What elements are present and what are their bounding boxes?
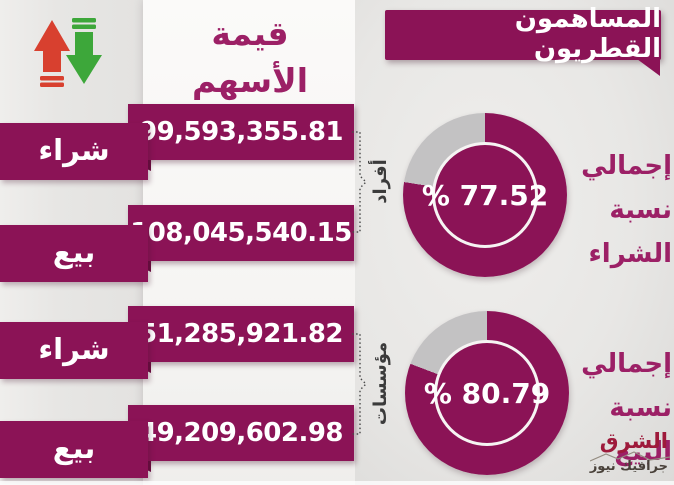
- section-banner: المساهمون القطريون: [385, 4, 661, 64]
- donut-chart-buy-percentage: % 77.52: [403, 113, 567, 277]
- buy-sell-arrows-icon: [34, 18, 102, 87]
- publisher-logo: الشرق: [599, 429, 668, 453]
- label-individuals-sell: بيع: [52, 234, 96, 269]
- value-institutions-sell: 49,209,602.98: [138, 418, 344, 448]
- label-bar-individuals-sell: بيع: [0, 225, 148, 282]
- donut-sell-center: % 80.79: [424, 340, 550, 446]
- publisher-tagline: جرافيك نيوز: [589, 459, 668, 474]
- donut-chart-sell-percentage: % 80.79: [405, 311, 569, 475]
- label-institutions-sell: بيع: [52, 430, 96, 465]
- value-individuals-buy: 99,593,355.81: [138, 117, 344, 147]
- bottom-edge-highlight: [0, 481, 674, 485]
- donut-buy-percent-value: % 77.52: [421, 178, 549, 212]
- label-bar-individuals-buy: شراء: [0, 123, 148, 180]
- label-institutions-buy: شراء: [38, 331, 110, 366]
- label-bar-institutions-buy: شراء: [0, 322, 148, 379]
- page-title-line1: قيمة الأسهم: [192, 14, 308, 100]
- value-bar-institutions-buy: 51,285,921.82: [128, 306, 354, 362]
- label-individuals-buy: شراء: [38, 132, 110, 167]
- label-bar-institutions-sell: بيع: [0, 421, 148, 478]
- logo-mountain-icon: [590, 451, 670, 462]
- value-bar-individuals-buy: 99,593,355.81: [128, 104, 354, 160]
- red-up-arrow-icon: [34, 20, 70, 87]
- value-individuals-sell: 108,045,540.15: [130, 218, 352, 248]
- donut-buy-center: % 77.52: [422, 142, 548, 248]
- value-bar-individuals-sell: 108,045,540.15: [128, 205, 354, 261]
- donut-buy-caption: إجمالي نسبة الشراء: [581, 151, 672, 269]
- green-down-arrow-icon: [66, 18, 102, 84]
- value-bar-institutions-sell: 49,209,602.98: [128, 405, 354, 461]
- donut-sell-caption: إجمالي نسبة البيع: [581, 349, 672, 467]
- section-banner-title: المساهمون القطريون: [514, 3, 661, 64]
- donut-sell-percent-value: % 80.79: [423, 376, 551, 410]
- value-institutions-buy: 51,285,921.82: [138, 319, 344, 349]
